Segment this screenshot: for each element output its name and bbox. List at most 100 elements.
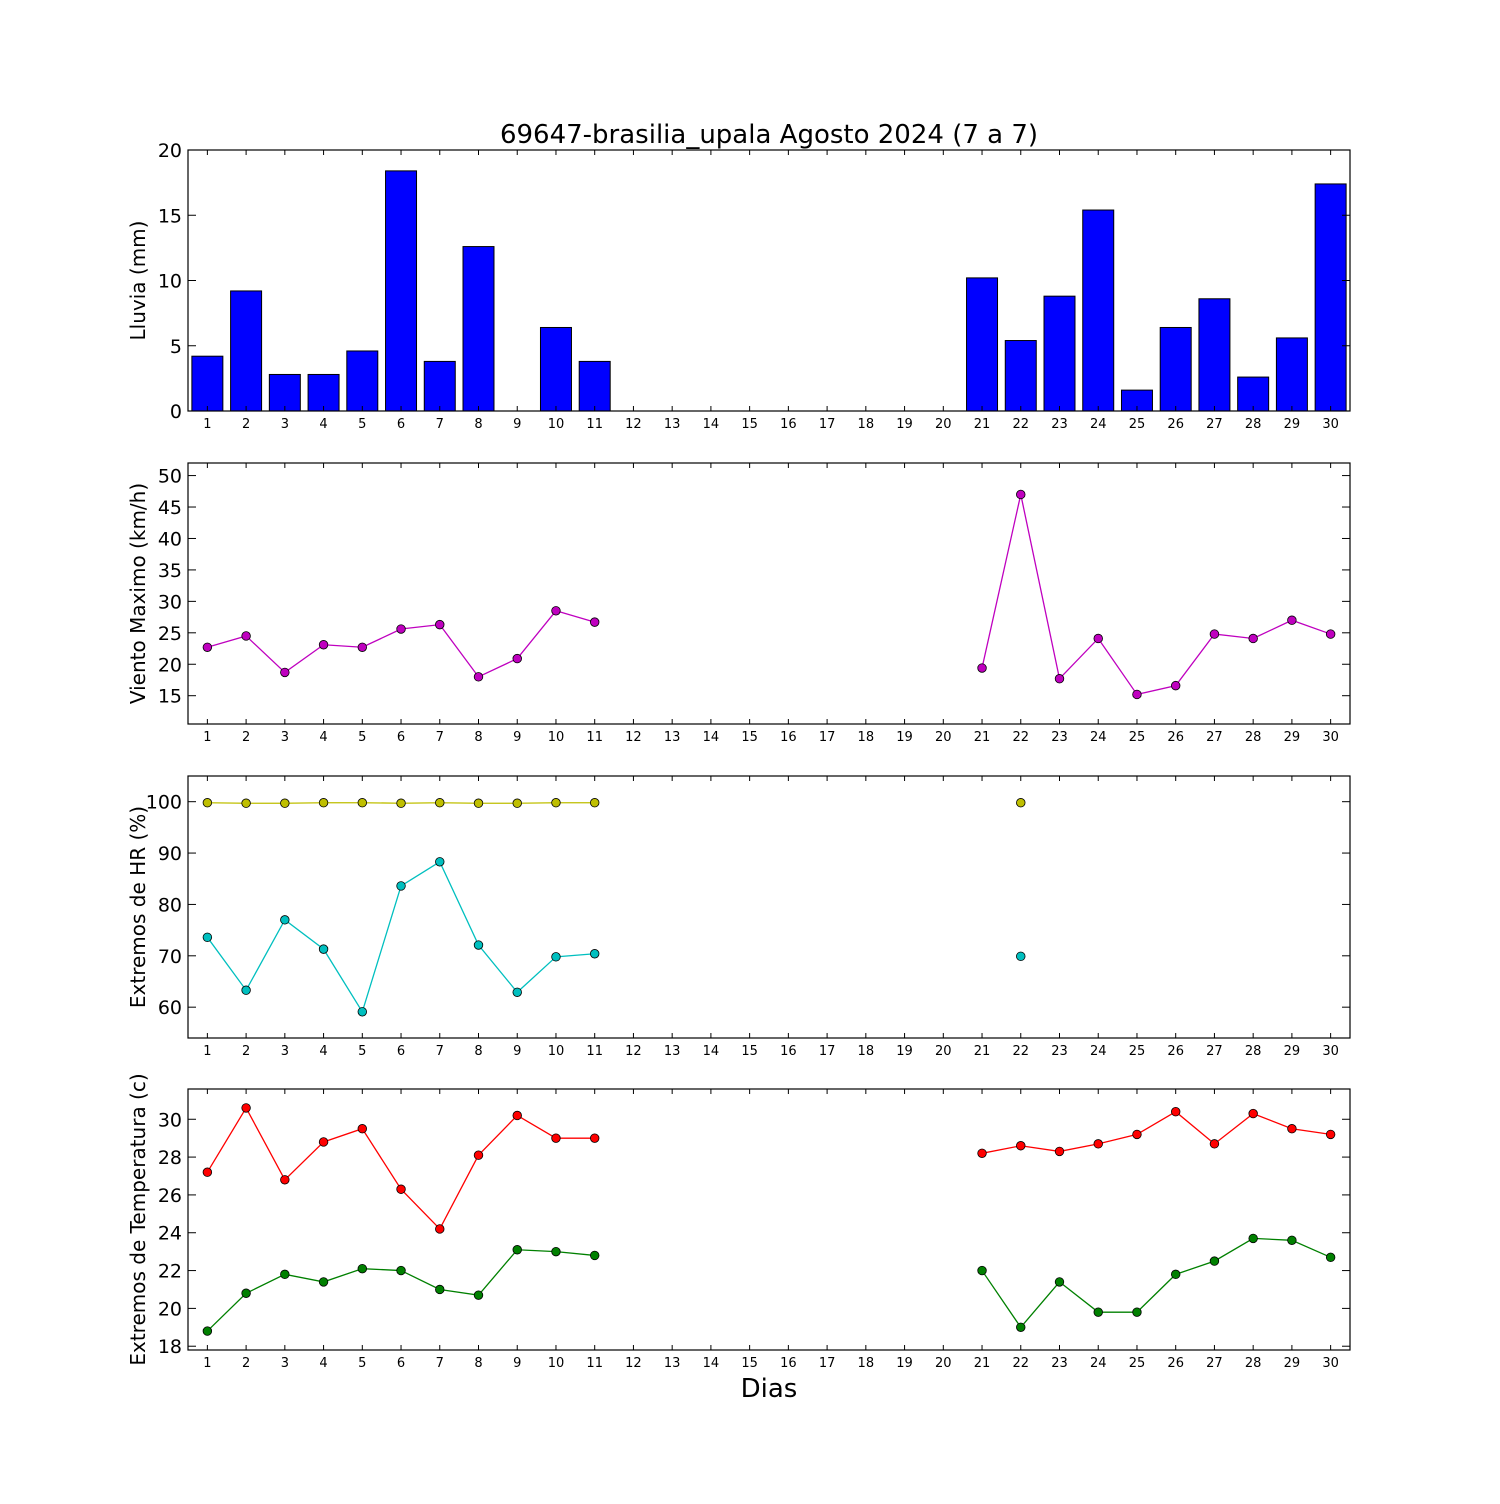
x-tick-label: 10 bbox=[548, 1356, 565, 1371]
x-tick-label: 8 bbox=[474, 1044, 482, 1059]
x-tick-label: 3 bbox=[281, 730, 289, 745]
y-tick-label: 100 bbox=[146, 792, 182, 814]
temperature-point-day-2 bbox=[241, 1103, 251, 1113]
axes-frame bbox=[187, 462, 1351, 725]
temperature-point-day-27 bbox=[1209, 1256, 1220, 1266]
temperature-point-day-8 bbox=[473, 1150, 484, 1160]
plot-area bbox=[188, 463, 1350, 724]
x-tick-label: 2 bbox=[242, 417, 250, 432]
y-tick-label: 30 bbox=[158, 1109, 182, 1131]
x-tick-label: 23 bbox=[1051, 1044, 1068, 1059]
x-tick-label: 2 bbox=[242, 1356, 250, 1371]
y-tick-label: 0 bbox=[170, 401, 182, 423]
bar-day-22 bbox=[1004, 340, 1037, 412]
temperature-point-day-28 bbox=[1248, 1108, 1258, 1119]
x-tick-label: 27 bbox=[1206, 1044, 1223, 1059]
wind-point-day-22 bbox=[1016, 489, 1026, 500]
wind-point-day-28 bbox=[1248, 633, 1258, 644]
temperature-point-day-26 bbox=[1170, 1269, 1181, 1280]
bar-day-23 bbox=[1043, 295, 1076, 412]
temperature-point-day-8 bbox=[473, 1290, 484, 1300]
humidity-point-day-1 bbox=[202, 798, 213, 808]
humidity-point-day-1 bbox=[202, 932, 213, 943]
x-tick-label: 21 bbox=[974, 1356, 991, 1371]
x-tick-label: 6 bbox=[397, 417, 405, 432]
x-tick-label: 17 bbox=[819, 1356, 836, 1371]
y-tick-label: 25 bbox=[158, 623, 182, 645]
axes-frame bbox=[187, 1088, 1351, 1351]
wind-point-day-5 bbox=[357, 642, 368, 652]
x-tick-label: 16 bbox=[780, 1044, 797, 1059]
x-tick-label: 18 bbox=[858, 417, 875, 432]
temperature-point-day-3 bbox=[280, 1175, 290, 1185]
x-tick-label: 13 bbox=[664, 1356, 681, 1371]
x-tick-label: 24 bbox=[1090, 1356, 1107, 1371]
wind-point-day-9 bbox=[512, 653, 522, 664]
y-tick-label: 35 bbox=[158, 560, 182, 582]
temperature-point-day-4 bbox=[318, 1137, 329, 1147]
temperature-point-day-3 bbox=[280, 1269, 290, 1280]
temperature-point-day-30 bbox=[1325, 1129, 1336, 1140]
x-tick-label: 1 bbox=[203, 1044, 211, 1059]
panel-humidity: 1 2 3 4 5 6 7 8 9 10 11 12 13 14 15 16 17 18 19 20 21 22 23 24 2… bbox=[126, 775, 1351, 1059]
x-tick-label: 8 bbox=[474, 417, 482, 432]
x-tick-label: 22 bbox=[1012, 1356, 1029, 1371]
x-tick-label: 6 bbox=[397, 730, 405, 745]
y-tick-label: 45 bbox=[158, 497, 182, 519]
x-tick-label: 27 bbox=[1206, 417, 1223, 432]
x-tick-label: 22 bbox=[1012, 417, 1029, 432]
wind-point-day-23 bbox=[1054, 674, 1065, 684]
bar-day-3 bbox=[268, 373, 301, 412]
x-tick-label: 18 bbox=[858, 730, 875, 745]
x-axis-label: Dias bbox=[741, 1374, 798, 1404]
temperature-series-0-line bbox=[981, 1110, 1331, 1154]
wind-point-day-26 bbox=[1170, 680, 1181, 691]
x-tick-label: 25 bbox=[1129, 1044, 1146, 1059]
humidity-point-day-7 bbox=[435, 857, 445, 867]
x-tick-label: 8 bbox=[474, 730, 482, 745]
x-tick-label: 11 bbox=[586, 1356, 603, 1371]
x-tick-label: 16 bbox=[780, 417, 797, 432]
x-tick-label: 13 bbox=[664, 1044, 681, 1059]
bar-day-21 bbox=[966, 277, 999, 412]
chart-title: 69647-brasilia_upala Agosto 2024 (7 a 7) bbox=[500, 120, 1038, 150]
bar-day-30 bbox=[1314, 183, 1347, 412]
temperature-point-day-25 bbox=[1132, 1129, 1142, 1140]
x-tick-label: 10 bbox=[548, 1044, 565, 1059]
x-tick-label: 3 bbox=[281, 417, 289, 432]
humidity-point-day-2 bbox=[241, 985, 251, 995]
x-tick-label: 11 bbox=[586, 417, 603, 432]
humidity-point-day-9 bbox=[512, 798, 522, 808]
x-tick-label: 30 bbox=[1322, 1044, 1339, 1059]
y-tick-label: 15 bbox=[158, 205, 182, 227]
wind-point-day-25 bbox=[1132, 689, 1142, 700]
humidity-point-day-8 bbox=[473, 798, 484, 808]
y-tick-label: 18 bbox=[158, 1336, 182, 1358]
wind-point-day-2 bbox=[241, 631, 251, 641]
x-tick-label: 6 bbox=[397, 1356, 405, 1371]
humidity-point-day-11 bbox=[590, 949, 600, 959]
x-tick-label: 9 bbox=[513, 730, 521, 745]
temperature-point-day-21 bbox=[977, 1265, 987, 1276]
x-tick-label: 18 bbox=[858, 1356, 875, 1371]
y-tick-label: 40 bbox=[158, 528, 182, 550]
temperature-point-day-1 bbox=[202, 1167, 213, 1177]
x-tick-label: 27 bbox=[1206, 730, 1223, 745]
x-tick-label: 29 bbox=[1284, 1356, 1301, 1371]
x-tick-label: 30 bbox=[1322, 417, 1339, 432]
temperature-point-day-21 bbox=[977, 1148, 987, 1159]
humidity-point-day-5 bbox=[357, 1007, 368, 1017]
x-tick-label: 21 bbox=[974, 730, 991, 745]
x-tick-label: 19 bbox=[896, 1356, 913, 1371]
temperature-point-day-22 bbox=[1016, 1322, 1026, 1333]
x-tick-label: 20 bbox=[935, 730, 952, 745]
y-tick-label: 15 bbox=[158, 686, 182, 708]
axes-frame bbox=[187, 775, 1351, 1039]
y-tick-label: 28 bbox=[158, 1147, 182, 1169]
x-tick-label: 29 bbox=[1284, 730, 1301, 745]
x-tick-label: 4 bbox=[319, 730, 327, 745]
y-tick-label: 22 bbox=[158, 1261, 182, 1283]
x-tick-label: 1 bbox=[203, 730, 211, 745]
x-tick-label: 12 bbox=[625, 1044, 642, 1059]
humidity-point-day-3 bbox=[280, 915, 290, 925]
